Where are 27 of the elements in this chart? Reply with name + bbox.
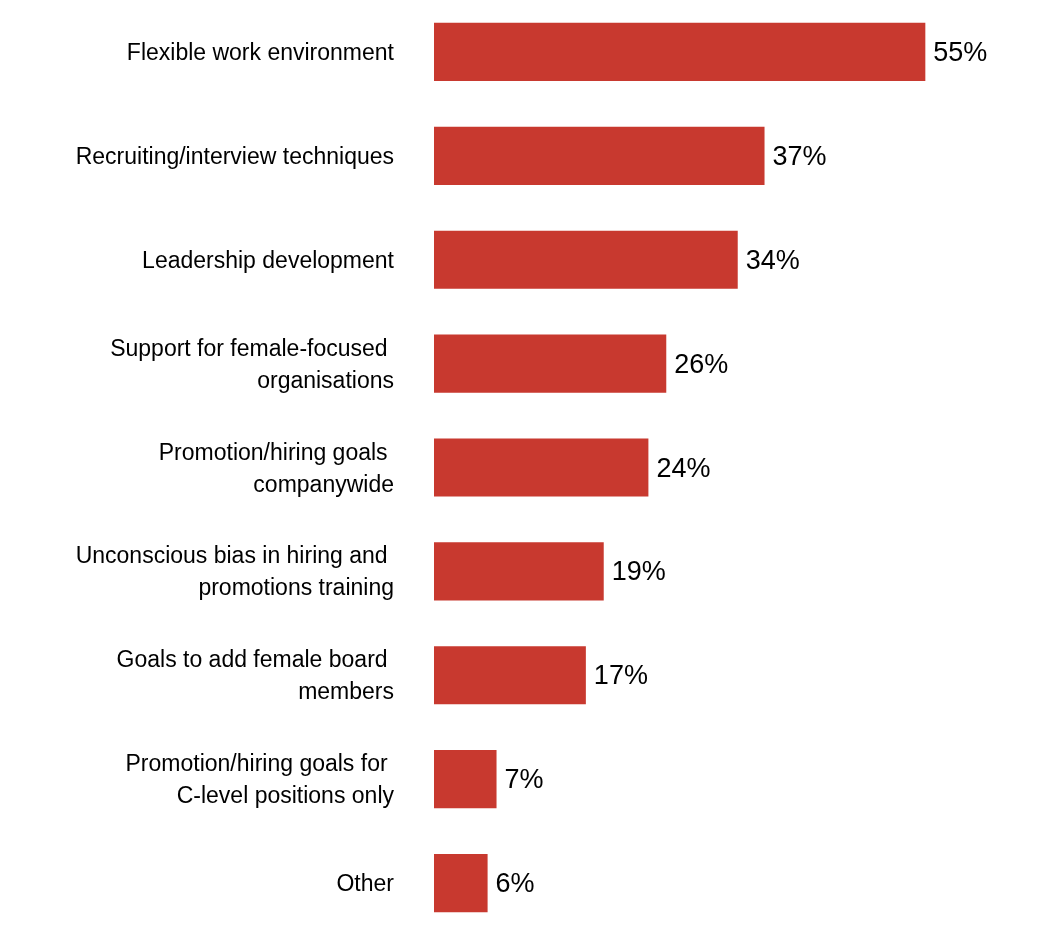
y-tick-label: Recruiting/interview techniques [75, 142, 394, 169]
y-tick-label: Flexible work environment [126, 38, 395, 65]
data-label: 7% [504, 764, 544, 795]
bar [434, 646, 586, 705]
bar [434, 22, 926, 82]
y-tick-label: Leadership development [142, 246, 395, 273]
data-label: 26% [674, 348, 729, 379]
bar [434, 126, 765, 185]
y-tick-label: Other [336, 870, 395, 897]
y-tick-label: Promotion/hiring goals companywide [158, 438, 394, 497]
data-label: 37% [772, 140, 827, 171]
data-label: 55% [933, 36, 988, 67]
data-label: 6% [495, 868, 535, 899]
data-label: 19% [611, 556, 666, 587]
bar [434, 542, 604, 601]
y-tick-label: Support for female-focused organisations [110, 334, 394, 393]
bar [434, 438, 649, 497]
y-tick-label: Promotion/hiring goals for C-level positions only [125, 750, 395, 809]
data-label: 24% [656, 452, 711, 483]
data-label: 34% [745, 244, 800, 275]
y-tick-label: Goals to add female board members [116, 646, 394, 705]
data-label: 17% [593, 660, 648, 691]
bar [434, 750, 497, 809]
y-tick-label: Unconscious bias in hiring and promotions training [75, 542, 394, 601]
bar [434, 230, 738, 289]
bar [434, 853, 488, 913]
bar [434, 334, 667, 393]
